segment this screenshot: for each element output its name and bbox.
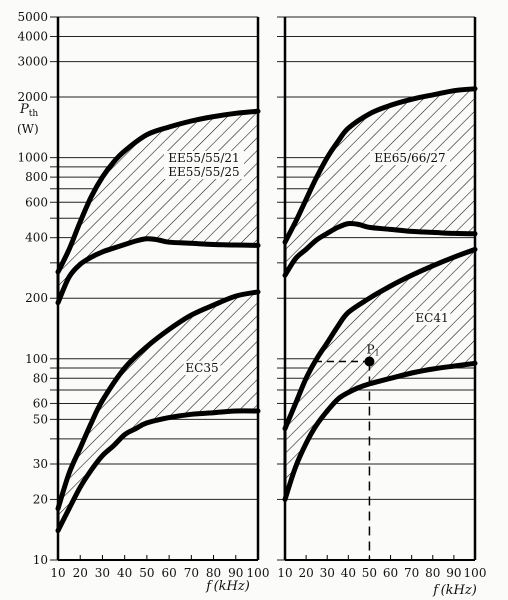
x-axis-label-left: f (kHz) xyxy=(205,579,250,594)
y-tick-label: 600 xyxy=(25,195,48,209)
x-axis-label-right: f (kHz) xyxy=(432,583,477,598)
y-tick-label: 10 xyxy=(33,553,48,567)
y-tick-label: 800 xyxy=(25,170,48,184)
band-upper-curve xyxy=(55,108,261,275)
y-tick-label: 3000 xyxy=(17,55,48,69)
y-tick-label: 60 xyxy=(33,396,48,410)
band-area xyxy=(285,249,475,500)
band-upper-curve xyxy=(282,246,478,432)
x-tick-label: 10 xyxy=(277,566,292,580)
x-tick-label: 40 xyxy=(341,566,356,580)
band-upper-curve xyxy=(55,289,261,512)
band-area xyxy=(58,291,258,531)
y-axis-unit: (W) xyxy=(17,122,39,136)
y-tick-label: 50 xyxy=(33,412,48,426)
y-tick-label: 100 xyxy=(25,352,48,366)
x-tick-label: 70 xyxy=(404,566,419,580)
band-lower-curve xyxy=(282,220,478,278)
y-tick-label: 80 xyxy=(33,371,48,385)
band-upper-curve xyxy=(282,86,478,245)
x-tick-label: 90 xyxy=(446,566,461,580)
band-lower-curve xyxy=(55,236,261,306)
x-tick-label: 70 xyxy=(184,566,199,580)
y-tick-label: 200 xyxy=(25,291,48,305)
band-label-bg xyxy=(164,165,244,179)
band-label-bg xyxy=(370,151,450,165)
band-label: EE55/55/25 xyxy=(168,165,239,179)
x-tick-label: 100 xyxy=(464,566,487,580)
x-tick-label: 10 xyxy=(50,566,65,580)
band-label: EC35 xyxy=(185,361,218,375)
band-lower-curve xyxy=(55,408,261,534)
y-tick-label: 20 xyxy=(33,492,48,506)
y-tick-label: 2000 xyxy=(17,90,48,104)
y-tick-label: 1000 xyxy=(17,151,48,165)
x-tick-label: 60 xyxy=(383,566,398,580)
band-label-bg xyxy=(164,151,244,165)
x-tick-label: 80 xyxy=(206,566,221,580)
band-label-bg xyxy=(413,311,451,325)
x-tick-label: 40 xyxy=(117,566,132,580)
y-tick-label: 4000 xyxy=(17,29,48,43)
x-tick-label: 60 xyxy=(161,566,176,580)
x-tick-label: 20 xyxy=(73,566,88,580)
y-axis-label: Pth xyxy=(19,102,38,119)
band-label: EE55/55/21 xyxy=(168,151,239,165)
annotation-point xyxy=(364,356,375,367)
y-tick-label: 5000 xyxy=(17,10,48,24)
y-tick-label: 400 xyxy=(25,231,48,245)
band-label-bg xyxy=(183,361,221,375)
x-tick-label: 30 xyxy=(95,566,110,580)
x-tick-label: 80 xyxy=(425,566,440,580)
x-tick-label: 30 xyxy=(320,566,335,580)
y-tick-label: 30 xyxy=(33,457,48,471)
x-tick-label: 50 xyxy=(362,566,377,580)
x-tick-label: 50 xyxy=(139,566,154,580)
band-label: EC41 xyxy=(415,311,448,325)
x-tick-label: 90 xyxy=(228,566,243,580)
band-label: EE65/66/27 xyxy=(374,151,445,165)
x-tick-label: 20 xyxy=(298,566,313,580)
x-tick-label: 100 xyxy=(247,566,270,580)
band-lower-curve xyxy=(282,360,478,502)
